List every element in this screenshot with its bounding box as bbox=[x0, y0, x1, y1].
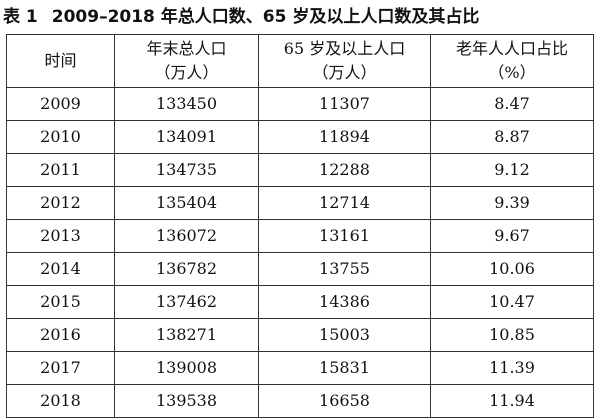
header-elderly-share-unit: （%） bbox=[488, 63, 536, 82]
cell-total-population: 139008 bbox=[114, 351, 259, 385]
cell-total-population: 136782 bbox=[114, 252, 259, 286]
table-number: 表 1 bbox=[3, 7, 38, 27]
header-elderly-population-unit: （万人） bbox=[312, 63, 377, 82]
table-row: 2011 134735 12288 9.12 bbox=[6, 153, 594, 187]
table-row: 2012 135404 12714 9.39 bbox=[6, 186, 594, 220]
table-row: 2013 136072 13161 9.67 bbox=[6, 219, 594, 253]
cell-elderly-population: 13161 bbox=[258, 219, 431, 253]
cell-elderly-population: 11307 bbox=[258, 87, 431, 121]
cell-year: 2013 bbox=[6, 219, 115, 253]
cell-elderly-population: 12714 bbox=[258, 186, 431, 220]
cell-elderly-population: 15831 bbox=[258, 351, 431, 385]
table-row: 2018 139538 16658 11.94 bbox=[6, 384, 594, 418]
cell-year: 2016 bbox=[6, 318, 115, 352]
cell-elderly-population: 13755 bbox=[258, 252, 431, 286]
cell-total-population: 137462 bbox=[114, 285, 259, 319]
cell-elderly-share: 10.47 bbox=[430, 285, 594, 319]
cell-elderly-population: 12288 bbox=[258, 153, 431, 187]
cell-total-population: 134091 bbox=[114, 120, 259, 154]
table-row: 2016 138271 15003 10.85 bbox=[6, 318, 594, 352]
cell-total-population: 134735 bbox=[114, 153, 259, 187]
table-title: 2009–2018 年总人口数、65 岁及以上人口数及其占比 bbox=[51, 7, 480, 27]
cell-total-population: 133450 bbox=[114, 87, 259, 121]
header-elderly-population-label: 65 岁及以上人口 bbox=[283, 39, 406, 58]
cell-elderly-share: 11.39 bbox=[430, 351, 594, 385]
cell-elderly-population: 14386 bbox=[258, 285, 431, 319]
cell-elderly-share: 8.87 bbox=[430, 120, 594, 154]
cell-total-population: 135404 bbox=[114, 186, 259, 220]
cell-elderly-share: 8.47 bbox=[430, 87, 594, 121]
cell-elderly-share: 10.06 bbox=[430, 252, 594, 286]
cell-elderly-share: 9.67 bbox=[430, 219, 594, 253]
table-header: 时间 年末总人口 （万人） 65 岁及以上人口 （万人） 老年人人口占比 （%） bbox=[6, 34, 594, 88]
table-row: 2009 133450 11307 8.47 bbox=[6, 87, 594, 121]
cell-elderly-population: 15003 bbox=[258, 318, 431, 352]
cell-year: 2009 bbox=[6, 87, 115, 121]
table-row: 2017 139008 15831 11.39 bbox=[6, 351, 594, 385]
cell-total-population: 138271 bbox=[114, 318, 259, 352]
header-elderly-population: 65 岁及以上人口 （万人） bbox=[258, 34, 431, 88]
population-table: 时间 年末总人口 （万人） 65 岁及以上人口 （万人） 老年人人口占比 （%）… bbox=[6, 34, 594, 418]
header-total-population-unit: （万人） bbox=[154, 63, 219, 82]
cell-elderly-share: 11.94 bbox=[430, 384, 594, 418]
table-caption: 表 1 2009–2018 年总人口数、65 岁及以上人口数及其占比 bbox=[3, 2, 597, 32]
header-row: 时间 年末总人口 （万人） 65 岁及以上人口 （万人） 老年人人口占比 （%） bbox=[6, 34, 594, 88]
table-row: 2014 136782 13755 10.06 bbox=[6, 252, 594, 286]
header-elderly-share-label: 老年人人口占比 bbox=[455, 39, 568, 58]
cell-elderly-share: 9.12 bbox=[430, 153, 594, 187]
cell-year: 2010 bbox=[6, 120, 115, 154]
cell-elderly-share: 9.39 bbox=[430, 186, 594, 220]
cell-year: 2014 bbox=[6, 252, 115, 286]
header-time: 时间 bbox=[6, 34, 115, 88]
cell-total-population: 139538 bbox=[114, 384, 259, 418]
header-total-population: 年末总人口 （万人） bbox=[114, 34, 259, 88]
table-body: 2009 133450 11307 8.47 2010 134091 11894 8.87 20… bbox=[6, 87, 594, 418]
header-time-label: 时间 bbox=[44, 51, 77, 70]
cell-year: 2015 bbox=[6, 285, 115, 319]
cell-elderly-population: 11894 bbox=[258, 120, 431, 154]
cell-year: 2018 bbox=[6, 384, 115, 418]
table-row: 2015 137462 14386 10.47 bbox=[6, 285, 594, 319]
header-total-population-label: 年末总人口 bbox=[146, 39, 227, 58]
header-elderly-share: 老年人人口占比 （%） bbox=[430, 34, 594, 88]
table-row: 2010 134091 11894 8.87 bbox=[6, 120, 594, 154]
cell-year: 2017 bbox=[6, 351, 115, 385]
cell-elderly-share: 10.85 bbox=[430, 318, 594, 352]
cell-total-population: 136072 bbox=[114, 219, 259, 253]
cell-year: 2012 bbox=[6, 186, 115, 220]
cell-year: 2011 bbox=[6, 153, 115, 187]
